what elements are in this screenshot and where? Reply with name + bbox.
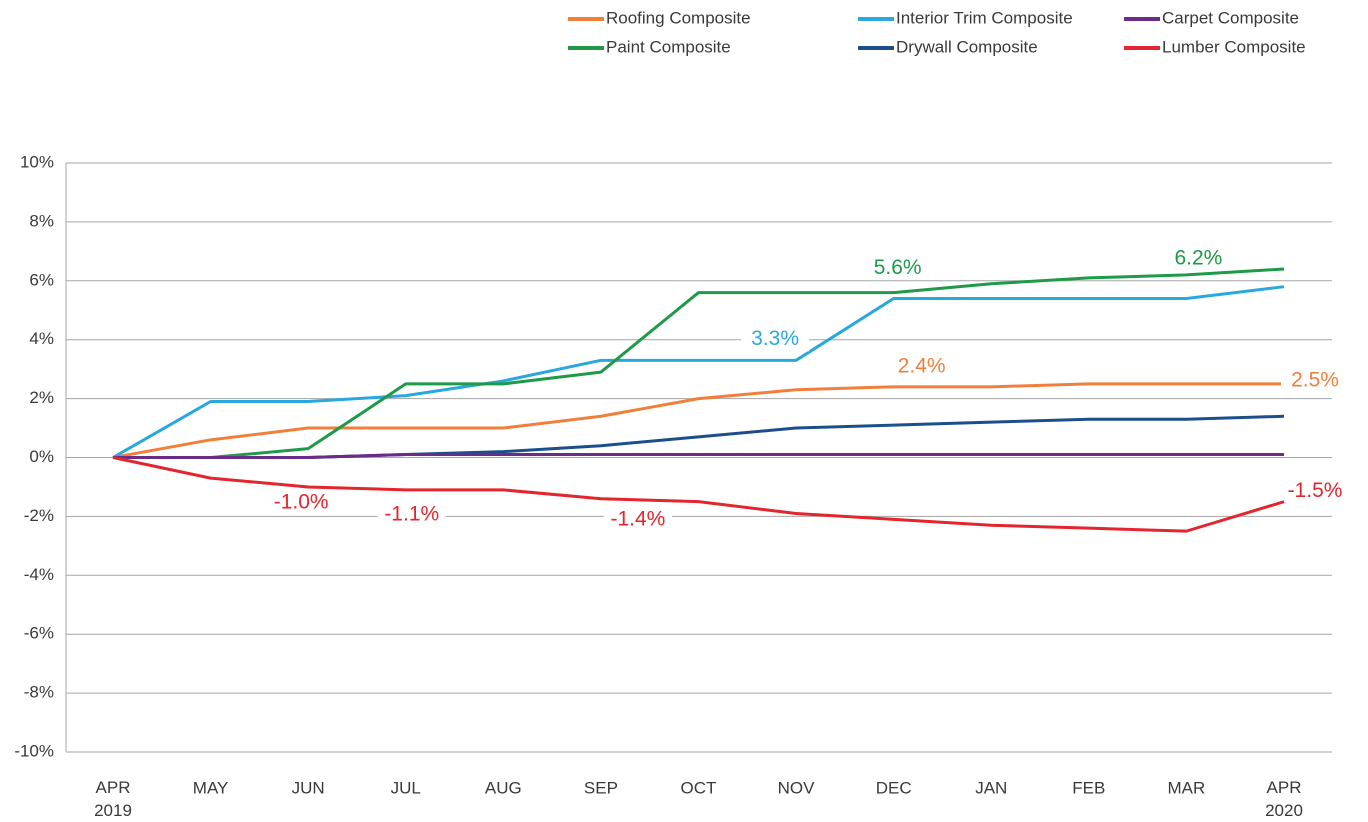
series-line bbox=[112, 456, 1285, 533]
x-tick-label: APR 2019 bbox=[94, 778, 132, 820]
y-tick-label: -6% bbox=[24, 624, 54, 643]
data-label: 5.6% bbox=[874, 256, 922, 279]
data-label: -1.1% bbox=[384, 502, 439, 525]
x-tick-label: MAR bbox=[1168, 778, 1206, 797]
x-tick-label: DEC bbox=[876, 778, 912, 797]
y-tick-label: -10% bbox=[14, 741, 54, 760]
legend-label: Lumber Composite bbox=[1162, 37, 1306, 56]
series-line bbox=[113, 267, 1285, 459]
x-tick-label: SEP bbox=[584, 778, 618, 797]
data-label: 2.5% bbox=[1291, 368, 1339, 391]
data-label: -1.0% bbox=[274, 490, 329, 513]
y-tick-label: -2% bbox=[24, 506, 54, 525]
x-tick-label: AUG bbox=[485, 778, 522, 797]
label-background bbox=[377, 502, 446, 527]
legend-label: Carpet Composite bbox=[1162, 8, 1299, 27]
legend-label: Interior Trim Composite bbox=[896, 8, 1073, 27]
data-label: 3.3% bbox=[751, 327, 799, 350]
data-label: -1.5% bbox=[1288, 479, 1343, 502]
data-label: 6.2% bbox=[1174, 246, 1222, 269]
series-line bbox=[112, 285, 1285, 459]
x-tick-label: JAN bbox=[975, 778, 1007, 797]
legend-label: Roofing Composite bbox=[606, 8, 751, 27]
label-background bbox=[741, 327, 810, 352]
y-tick-label: -4% bbox=[24, 565, 54, 584]
x-tick-label: NOV bbox=[778, 778, 816, 797]
x-tick-label: APR 2020 bbox=[1265, 778, 1303, 820]
x-tick-label: JUN bbox=[292, 778, 325, 797]
x-tick-label: OCT bbox=[681, 778, 717, 797]
y-tick-label: 6% bbox=[29, 270, 54, 289]
y-tick-label: 2% bbox=[29, 388, 54, 407]
x-tick-label: MAY bbox=[193, 778, 229, 797]
legend-label: Paint Composite bbox=[606, 37, 731, 56]
label-background bbox=[603, 507, 672, 532]
y-tick-label: 8% bbox=[29, 211, 54, 230]
y-tick-label: 0% bbox=[29, 447, 54, 466]
x-tick-label: JUL bbox=[391, 778, 421, 797]
x-tick-label: FEB bbox=[1072, 778, 1105, 797]
legend-label: Drywall Composite bbox=[896, 37, 1038, 56]
data-label: -1.4% bbox=[610, 507, 665, 530]
label-background bbox=[1281, 368, 1349, 393]
series-line bbox=[113, 453, 1284, 459]
y-tick-label: -8% bbox=[24, 683, 54, 702]
y-tick-label: 10% bbox=[20, 152, 54, 171]
data-label: 2.4% bbox=[898, 354, 946, 377]
series-line bbox=[112, 382, 1284, 459]
y-tick-label: 4% bbox=[29, 329, 54, 348]
